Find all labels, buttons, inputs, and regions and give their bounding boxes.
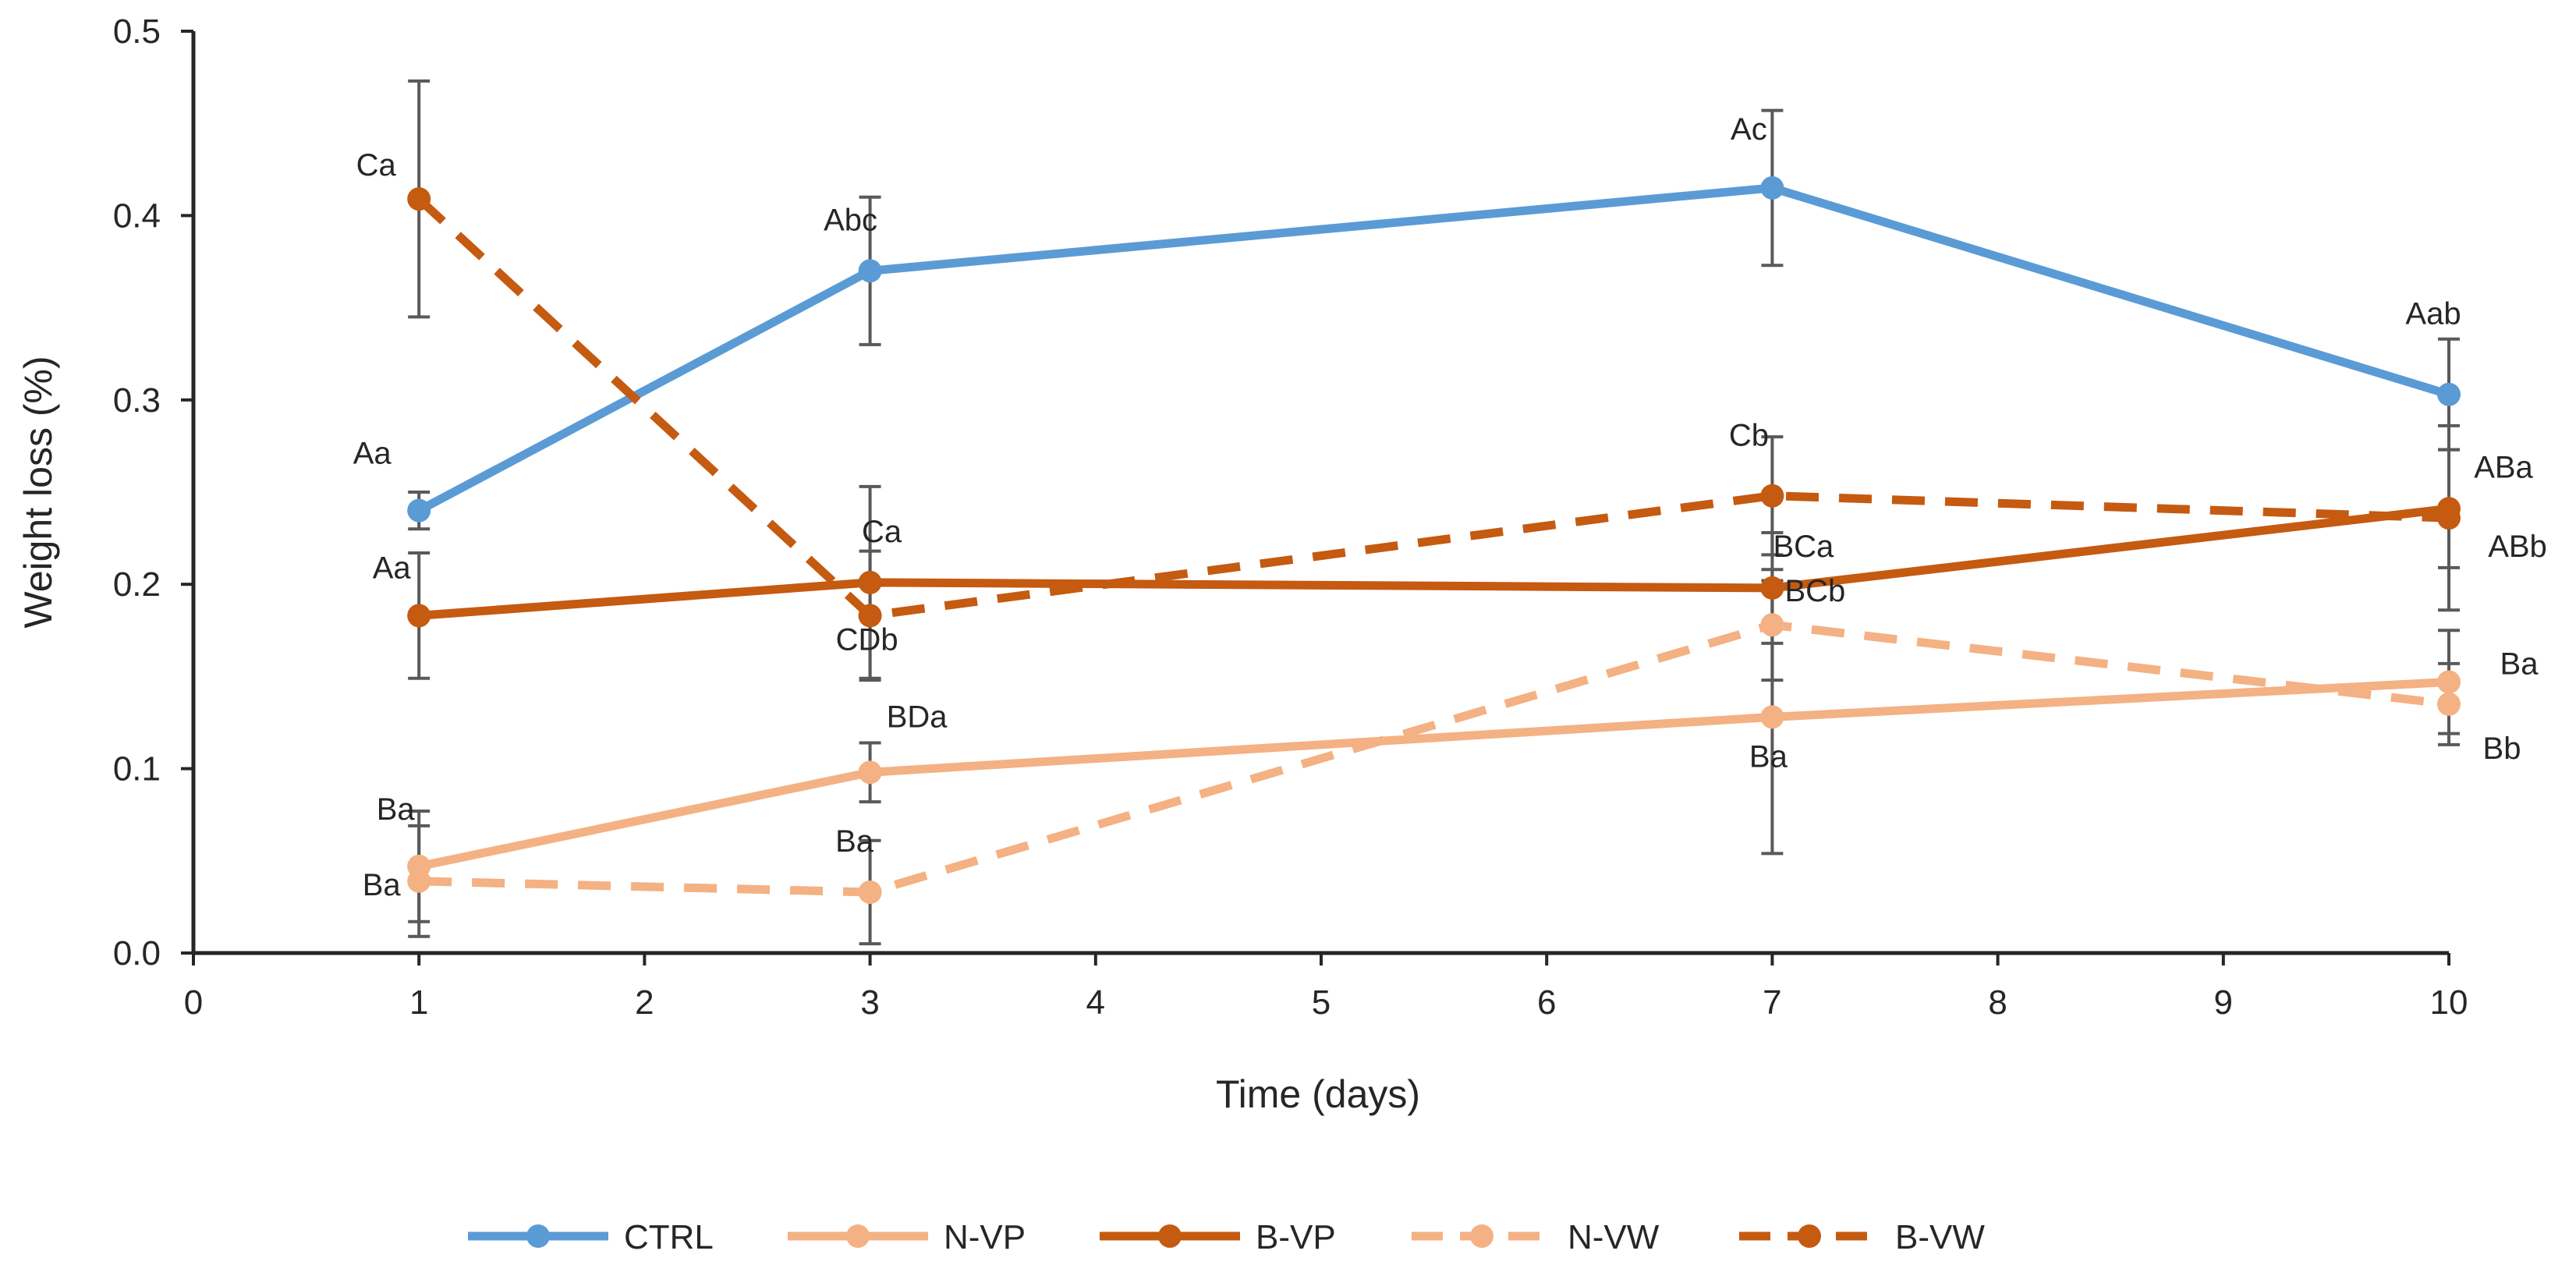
legend-label-n-vp: N-VP [944,1218,1026,1256]
series-line-ctrl [416,183,2450,515]
data-label: Aa [353,437,392,471]
legend-marker-n-vw [1470,1224,1494,1248]
data-point-n-vp [2437,670,2461,694]
y-axis-ticks: 0.0 0.1 0.2 0.3 0.4 0.5 [113,12,193,973]
data-label: Ba [363,868,402,902]
x-tick-label: 6 [1537,983,1556,1022]
data-label: Ba [835,824,874,859]
legend-marker-n-vp [846,1224,870,1248]
plot-area: 0 1 2 3 4 5 6 7 8 9 10 0.00.10.20.30.40.5 AaAbcAcA… [113,12,2547,1022]
data-point-n-vw [1760,613,1784,637]
data-label: Ba [2500,647,2539,681]
x-axis-title: Time (days) [1216,1072,1420,1116]
x-tick-label: 10 [2430,983,2468,1022]
y-tick-label: 0.2 [113,565,161,604]
data-label: Aa [373,551,412,585]
data-label: Abc [824,203,877,237]
x-axis-ticks: 0 1 2 3 4 5 6 7 8 9 10 [184,953,2468,1022]
data-point-b-vp [407,604,431,628]
y-tick-label: 0.5 [113,12,161,51]
legend-marker-ctrl [526,1224,550,1248]
x-tick-label: 1 [409,983,428,1022]
data-point-n-vp [858,760,882,785]
y-axis-title: Weight loss (%) [16,356,60,628]
legend-marker-b-vw [1798,1224,1821,1248]
data-point-n-vw [407,869,431,893]
data-point-ctrl [407,498,431,523]
legend-label-b-vw: B-VW [1895,1218,1985,1256]
legend-label-n-vw: N-VW [1568,1218,1660,1256]
data-point-n-vw [858,880,882,904]
x-tick-label: 7 [1763,983,1781,1022]
x-tick-label: 5 [1312,983,1331,1022]
data-point-ctrl [2437,382,2461,406]
data-label: BDa [887,700,948,734]
series-line-b-vw [416,196,2450,620]
x-tick-label: 8 [1988,983,2007,1022]
data-point-b-vp [1760,576,1784,600]
data-point-ctrl [1760,175,1784,200]
legend-marker-b-vp [1158,1224,1182,1248]
data-point-b-vw [858,604,882,628]
data-point-b-vw [1760,484,1784,508]
series-line-b-vp [418,504,2450,620]
data-point-n-vp [1760,705,1784,729]
data-label: BCb [1784,574,1845,608]
data-label: BCa [1773,530,1834,564]
data-label: Bb [2483,732,2521,766]
y-tick-label: 0.0 [113,934,161,973]
data-label: Ac [1731,112,1767,147]
data-label: ABb [2488,530,2547,564]
y-tick-label: 0.3 [113,381,161,420]
series-line-n-vw [419,620,2450,897]
data-point-b-vw [407,187,431,211]
data-point-b-vw [2437,506,2461,530]
data-label: Ca [356,148,397,182]
x-tick-label: 9 [2214,983,2233,1022]
data-label: Ba [377,792,416,827]
y-tick-label: 0.1 [113,750,161,788]
data-point-b-vp [858,570,882,594]
data-label-layer: Aa Abc Ac Aab Ba BDa Ba Ba Aa Ca BCa ABa Ba Ba BCb Bb Ca… [353,112,2547,902]
x-tick-label: 3 [860,983,879,1022]
y-tick-label: 0.4 [113,197,161,235]
x-tick-label: 4 [1086,983,1105,1022]
x-tick-label: 2 [635,983,654,1022]
series-layer [407,79,2461,946]
legend-label-b-vp: B-VP [1256,1218,1336,1256]
series-line-n-vp [418,677,2450,871]
data-label: Cb [1729,419,1769,453]
x-tick-label: 0 [184,983,203,1022]
legend-label-ctrl: CTRL [624,1218,714,1256]
data-point-n-vw [2437,692,2461,716]
data-label: CDb [836,622,898,657]
data-label: Ba [1749,739,1788,774]
legend: CTRL N-VP B-VP N-VW B-VW [468,1218,1985,1256]
data-point-ctrl [858,259,882,283]
data-label: Ca [862,515,902,549]
data-label: ABa [2474,450,2533,484]
data-label: Aab [2405,297,2461,331]
